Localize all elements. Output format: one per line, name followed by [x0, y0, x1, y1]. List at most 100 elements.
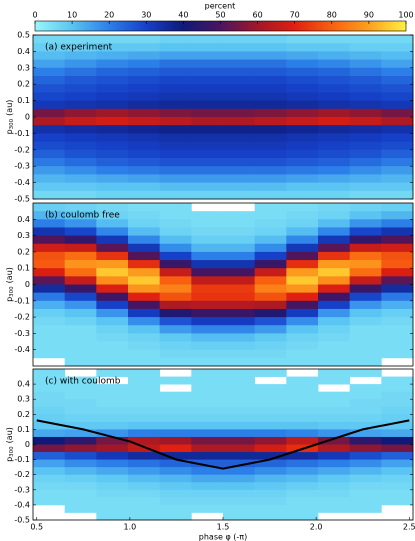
heatmap-cell [64, 444, 97, 453]
heatmap-cell [381, 117, 414, 126]
heatmap-cell [254, 219, 287, 228]
heatmap-cell [64, 497, 97, 506]
heatmap-cell [96, 357, 129, 367]
heatmap-cell [64, 436, 97, 445]
heatmap-cell [254, 399, 287, 408]
heatmap-cell [33, 384, 66, 393]
heatmap-cell [96, 235, 129, 245]
heatmap-cell [318, 174, 351, 183]
heatmap-cell [223, 284, 256, 294]
heatmap-cell [223, 406, 256, 415]
heatmap-cell [381, 35, 414, 44]
heatmap-cell [191, 35, 224, 44]
heatmap-cell [191, 260, 224, 269]
heatmap-cell [159, 141, 192, 151]
heatmap-cell [191, 300, 224, 310]
heatmap-cell [191, 504, 224, 513]
heatmap-cell [286, 399, 319, 408]
heatmap-cell [128, 512, 161, 521]
heatmap-cell [381, 474, 414, 483]
heatmap-cell [254, 117, 287, 126]
heatmap-cell [254, 92, 287, 101]
heatmap-cell [318, 497, 351, 506]
heatmap-cell [64, 166, 97, 175]
heatmap-cell [128, 391, 161, 400]
panel-label: (a) experiment [45, 43, 113, 53]
heatmap-cell [381, 51, 414, 60]
heatmap-cell [223, 100, 256, 110]
heatmap-cell [254, 300, 287, 310]
heatmap-cell [254, 51, 287, 60]
heatmap-cell [349, 504, 382, 513]
heatmap-cell [318, 59, 351, 69]
y-axis-label-sub: 300 [9, 286, 15, 297]
heatmap-cell [286, 149, 319, 159]
heatmap-cell [159, 190, 192, 200]
heatmap-cell [128, 406, 161, 415]
heatmap-cell [96, 399, 129, 408]
heatmap-cell [64, 35, 97, 44]
heatmap-cell [254, 235, 287, 245]
heatmap-cell [159, 504, 192, 513]
heatmap-cell [64, 308, 97, 318]
heatmap-cell [64, 317, 97, 326]
heatmap-cell [254, 391, 287, 400]
heatmap-cell [191, 497, 224, 506]
heatmap-cell [33, 211, 66, 220]
heatmap-cell [159, 357, 192, 367]
heatmap [33, 35, 414, 200]
heatmap-cell [191, 149, 224, 159]
heatmap-cell [159, 117, 192, 126]
heatmap-cell [64, 117, 97, 126]
heatmap-cell [159, 474, 192, 483]
heatmap-cell [286, 219, 319, 228]
x-tick-label: 1.0 [123, 523, 136, 532]
heatmap-cell [96, 67, 129, 77]
heatmap-cell [96, 489, 129, 498]
heatmap-cell [286, 357, 319, 367]
heatmap-cell [191, 100, 224, 110]
y-tick-label: 0.3 [17, 395, 30, 404]
y-tick-label: 0.5 [17, 31, 30, 40]
y-tick-label: 0.4 [17, 47, 30, 56]
heatmap-cell [254, 467, 287, 476]
heatmap-cell [33, 174, 66, 183]
heatmap-cell [223, 357, 256, 367]
heatmap-cell [318, 341, 351, 351]
heatmap-cell [254, 369, 287, 377]
heatmap-cell [286, 182, 319, 192]
heatmap-cell [96, 158, 129, 167]
heatmap-cell [254, 325, 287, 334]
heatmap-cell [159, 444, 192, 453]
heatmap-cell [191, 59, 224, 69]
heatmap-cell [223, 300, 256, 310]
heatmap-cell [254, 141, 287, 151]
heatmap-cell [349, 474, 382, 483]
heatmap-cell [64, 108, 97, 118]
heatmap-cell [381, 108, 414, 118]
heatmap-cell [128, 35, 161, 44]
heatmap-cell [286, 325, 319, 334]
heatmap-cell [96, 512, 129, 521]
heatmap-cell [33, 149, 66, 159]
heatmap-cell [33, 117, 66, 126]
heatmap-cell [96, 100, 129, 110]
heatmap-cell [191, 235, 224, 245]
heatmap-cell [349, 459, 382, 468]
heatmap-cell [96, 174, 129, 183]
heatmap-cell [318, 141, 351, 151]
heatmap-cell [381, 429, 414, 438]
heatmap-cell [96, 436, 129, 445]
y-tick-label: -0.4 [14, 500, 30, 509]
heatmap-cell [381, 84, 414, 93]
heatmap-cell [254, 341, 287, 351]
heatmap-cell [286, 391, 319, 400]
heatmap-cell [223, 243, 256, 253]
y-axis-label-unit: (au) [5, 100, 14, 116]
heatmap-cell [349, 399, 382, 408]
heatmap-cell [96, 391, 129, 400]
heatmap-cell [96, 284, 129, 294]
heatmap-cell [159, 35, 192, 44]
heatmap-cell [33, 84, 66, 93]
